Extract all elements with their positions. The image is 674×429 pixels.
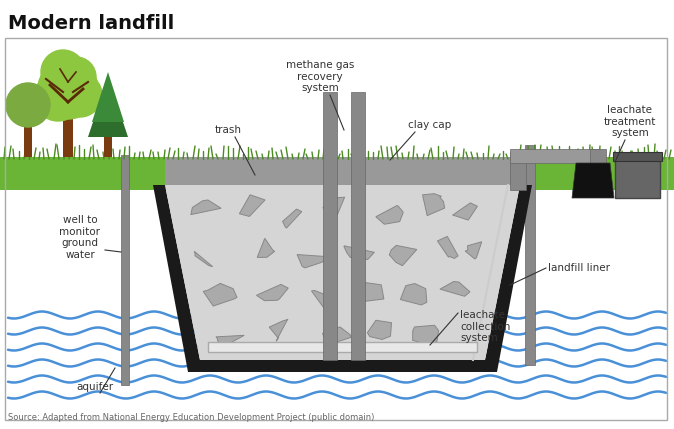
Polygon shape — [465, 242, 482, 259]
Polygon shape — [88, 77, 128, 137]
Bar — [613, 152, 662, 161]
Polygon shape — [323, 197, 344, 219]
Circle shape — [41, 50, 85, 94]
Polygon shape — [423, 193, 445, 216]
Bar — [525, 145, 535, 365]
Text: leachate
treatment
system: leachate treatment system — [604, 105, 656, 138]
Circle shape — [38, 59, 98, 119]
Circle shape — [6, 83, 50, 127]
Polygon shape — [165, 185, 520, 360]
Bar — [5, 38, 667, 420]
Bar — [323, 92, 337, 360]
Polygon shape — [572, 163, 614, 198]
Polygon shape — [311, 290, 333, 310]
Polygon shape — [452, 203, 477, 220]
Polygon shape — [191, 200, 221, 214]
Circle shape — [56, 57, 96, 97]
Polygon shape — [92, 72, 124, 122]
Polygon shape — [323, 327, 351, 345]
Polygon shape — [257, 284, 288, 301]
Circle shape — [58, 73, 102, 117]
Bar — [63, 105, 73, 157]
Text: trash: trash — [214, 125, 241, 135]
Polygon shape — [282, 209, 302, 228]
Polygon shape — [400, 284, 427, 305]
Bar — [0, 185, 674, 429]
Bar — [510, 152, 526, 190]
Polygon shape — [412, 325, 439, 345]
Bar — [615, 158, 660, 198]
Polygon shape — [269, 319, 288, 341]
Text: Source: Adapted from National Energy Education Development Project (public domai: Source: Adapted from National Energy Edu… — [8, 413, 374, 422]
Polygon shape — [216, 335, 244, 346]
Bar — [510, 149, 600, 163]
Text: clay cap: clay cap — [408, 120, 452, 130]
Polygon shape — [344, 246, 374, 260]
Bar — [165, 157, 520, 190]
Bar — [24, 117, 32, 157]
Text: Modern landfill: Modern landfill — [8, 14, 175, 33]
Bar — [0, 157, 674, 190]
Polygon shape — [257, 238, 275, 257]
Polygon shape — [204, 284, 237, 306]
Polygon shape — [367, 320, 392, 339]
Bar — [104, 107, 112, 157]
Circle shape — [34, 73, 82, 121]
Text: methane gas
recovery
system: methane gas recovery system — [286, 60, 355, 93]
Polygon shape — [355, 283, 384, 302]
Bar — [351, 92, 365, 360]
Text: landfill liner: landfill liner — [548, 263, 610, 273]
Polygon shape — [437, 236, 458, 258]
Polygon shape — [194, 251, 213, 267]
Polygon shape — [239, 195, 265, 216]
Polygon shape — [440, 281, 470, 296]
Bar — [121, 155, 129, 385]
Text: aquifer: aquifer — [76, 382, 113, 392]
Polygon shape — [153, 185, 532, 372]
Text: leachate
collection
system: leachate collection system — [460, 310, 510, 343]
Polygon shape — [390, 245, 417, 266]
Polygon shape — [376, 205, 403, 224]
Bar — [208, 342, 477, 352]
Bar — [590, 149, 606, 187]
Polygon shape — [297, 254, 328, 268]
Text: well to
monitor
ground
water: well to monitor ground water — [59, 215, 100, 260]
